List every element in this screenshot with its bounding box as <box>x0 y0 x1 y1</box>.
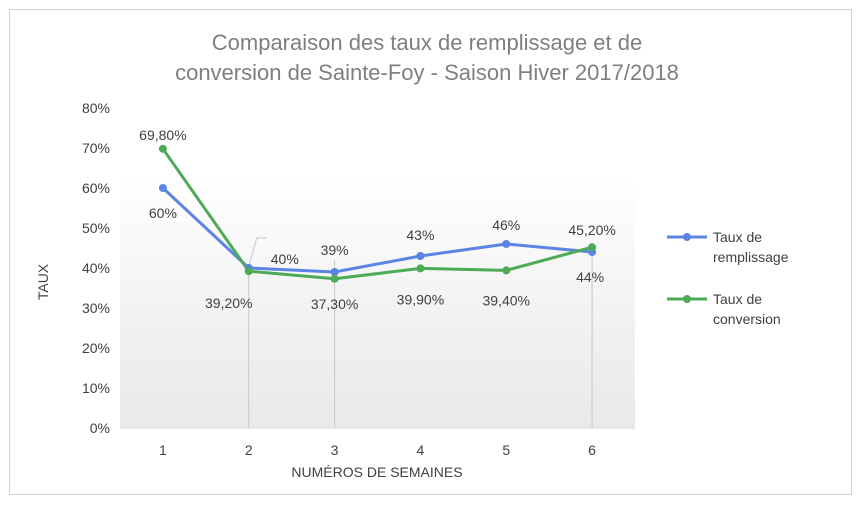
data-label: 45,20% <box>568 222 615 238</box>
legend-label: conversion <box>713 311 781 327</box>
data-label: 69,80% <box>139 127 186 143</box>
x-tick-label: 6 <box>588 442 596 458</box>
data-point <box>244 267 253 276</box>
data-labels: 60% 40% 39% 43% 46% 44% 69,80% 39,20% 37,30% 39,9… <box>139 127 616 312</box>
leader-lines <box>248 237 593 428</box>
y-tick-label: 70% <box>82 140 110 156</box>
chart-title: Comparaison des taux de remplissage et d… <box>175 30 679 85</box>
y-tick-label: 20% <box>82 340 110 356</box>
data-label: 37,30% <box>311 296 358 312</box>
data-point <box>416 264 425 273</box>
data-point <box>502 240 511 248</box>
leader-line <box>248 237 267 267</box>
data-point <box>158 184 167 192</box>
chart-title-line-2: conversion de Sainte-Foy - Saison Hiver … <box>175 60 679 85</box>
data-label: 40% <box>271 251 299 267</box>
x-tick-label: 3 <box>331 442 339 458</box>
legend-label: Taux de <box>713 291 762 307</box>
data-label: 39,90% <box>397 291 444 307</box>
y-tick-label: 10% <box>82 380 110 396</box>
plot-area <box>120 178 635 428</box>
legend-item: Taux de remplissage <box>667 229 789 265</box>
y-tick-label: 0% <box>90 420 110 436</box>
y-tick-label: 40% <box>82 260 110 276</box>
x-tick-label: 1 <box>159 442 167 458</box>
data-point <box>502 266 511 275</box>
x-axis-title: NUMÉROS DE SEMAINES <box>291 464 462 480</box>
legend-label: Taux de <box>713 229 762 245</box>
data-label: 39,40% <box>483 292 530 308</box>
legend: Taux de remplissage Taux de conversion <box>667 229 789 327</box>
line-chart: Comparaison des taux de remplissage et d… <box>35 30 789 480</box>
data-label: 43% <box>406 227 434 243</box>
y-tick-label: 60% <box>82 180 110 196</box>
legend-swatch-marker <box>683 295 691 303</box>
legend-item: Taux de conversion <box>667 291 781 327</box>
data-label: 44% <box>576 269 604 285</box>
legend-label: remplissage <box>713 249 789 265</box>
y-tick-label: 80% <box>82 100 110 116</box>
data-label: 60% <box>149 205 177 221</box>
data-label: 39% <box>321 242 349 258</box>
data-label: 46% <box>492 217 520 233</box>
x-tick-label: 4 <box>417 442 425 458</box>
data-points <box>158 144 597 283</box>
y-axis-title: TAUX <box>35 263 51 300</box>
series-lines <box>161 147 593 281</box>
data-point <box>588 243 597 252</box>
series-line <box>161 186 593 274</box>
y-tick-label: 50% <box>82 220 110 236</box>
y-axis: 0% 10% 20% 30% 40% 50% 60% 70% 80% <box>82 100 110 436</box>
data-point <box>416 252 425 260</box>
x-axis: 1 2 3 4 5 6 <box>159 442 596 458</box>
data-point <box>158 144 167 153</box>
chart-frame: Comparaison des taux de remplissage et d… <box>9 9 852 495</box>
x-tick-label: 5 <box>502 442 510 458</box>
x-tick-label: 2 <box>245 442 253 458</box>
data-label: 39,20% <box>205 295 252 311</box>
data-point <box>330 274 339 283</box>
chart-title-line-1: Comparaison des taux de remplissage et d… <box>212 30 642 55</box>
series-line <box>161 147 593 281</box>
legend-swatch-marker <box>683 233 691 241</box>
data-point <box>330 268 339 276</box>
y-tick-label: 30% <box>82 300 110 316</box>
